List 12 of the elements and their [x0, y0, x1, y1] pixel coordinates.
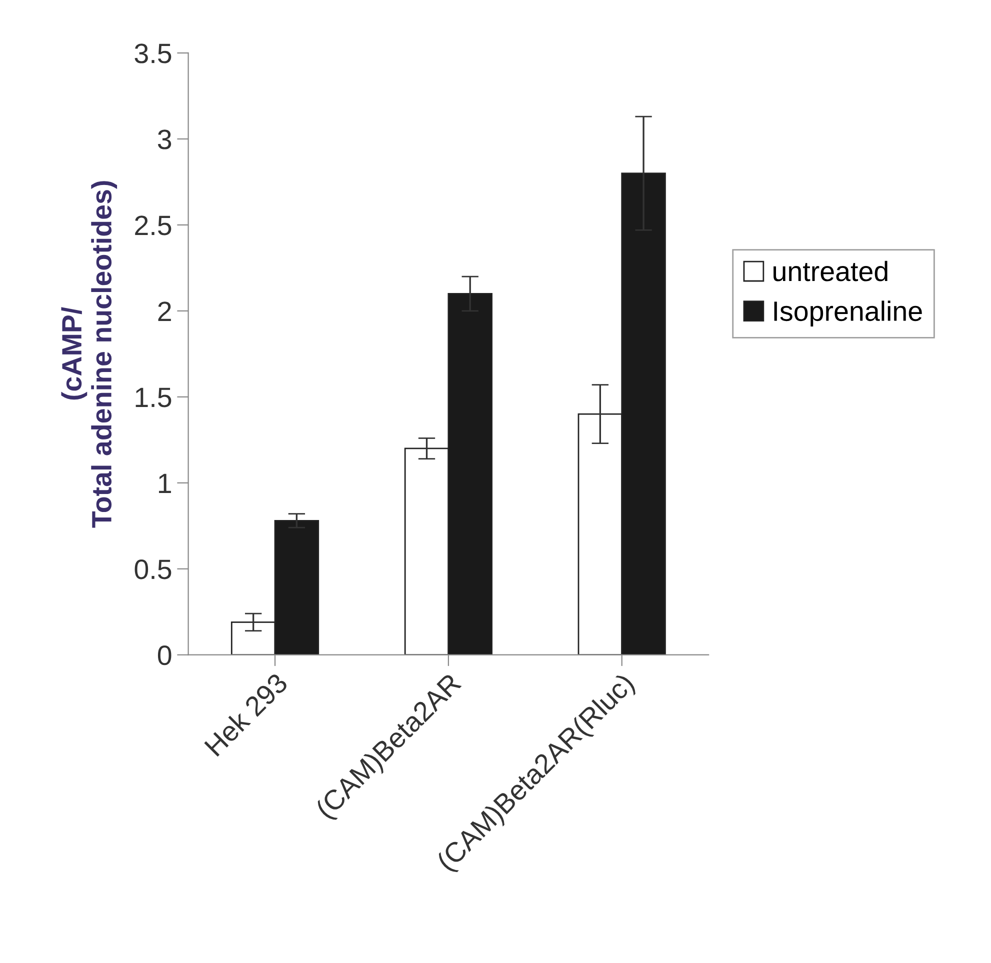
y-tick-label: 0.5	[134, 560, 172, 580]
y-tick-label: 1	[158, 474, 171, 493]
y-tick-label: 3.5	[134, 44, 172, 64]
y-tick-label: 2	[158, 302, 171, 321]
y-tick-label: 3	[158, 130, 172, 150]
x-tick-label: Hek 293	[203, 672, 289, 757]
y-tick-label: 1.5	[136, 388, 172, 408]
legend-label: untreated	[774, 260, 888, 282]
y-tick-label: 2.5	[135, 216, 172, 236]
y-axis-title: (cAMP/ Total adenine nucleotides)	[61, 181, 118, 528]
legend-label: Isoprenaline	[774, 300, 922, 327]
y-tick-label: 0	[158, 646, 172, 666]
